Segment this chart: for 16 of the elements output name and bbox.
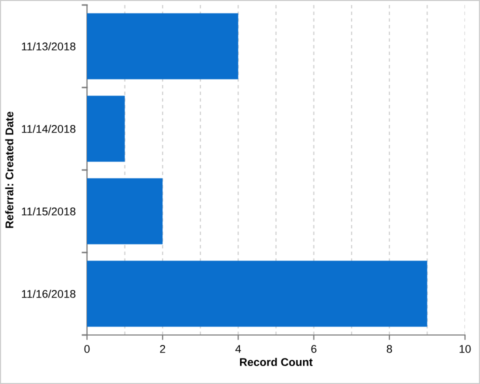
y-tick-label: 11/14/2018 [22, 124, 76, 133]
y-tick-label: 11/16/2018 [22, 290, 76, 298]
bar [87, 96, 125, 162]
y-tick-label: 11/13/2018 [22, 42, 76, 50]
x-axis-title: Record Count [240, 358, 313, 366]
x-tick-label: 8 [386, 345, 392, 353]
x-tick-label: 10 [460, 345, 471, 353]
bar [87, 178, 163, 244]
x-tick-label: 6 [311, 345, 316, 353]
x-tick-label: 0 [84, 345, 90, 353]
x-tick-label: 2 [160, 345, 166, 353]
y-axis-title: Referral: Created Date [5, 112, 14, 228]
y-tick-label: 11/15/2018 [22, 207, 76, 216]
x-tick-label: 4 [235, 345, 241, 353]
bar [87, 13, 238, 80]
bar [87, 260, 428, 327]
